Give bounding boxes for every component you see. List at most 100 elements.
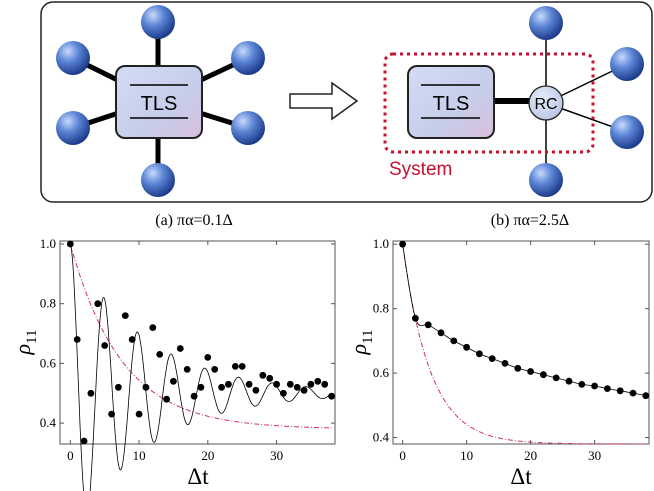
- data-point: [170, 377, 177, 385]
- data-point: [211, 366, 219, 373]
- data-point: [156, 351, 164, 358]
- y-tick-label: 0.8: [373, 301, 389, 316]
- data-point: [629, 389, 637, 397]
- data-point: [225, 380, 232, 388]
- data-point: [488, 355, 496, 362]
- data-point: [66, 240, 74, 248]
- data-point: [604, 385, 611, 392]
- plot-title: (a) πα=0.1Δ: [155, 212, 233, 229]
- data-point: [73, 336, 81, 343]
- x-axis-label: Δt: [187, 464, 209, 489]
- y-tick-label: 0.8: [40, 296, 56, 311]
- data-point: [197, 383, 205, 391]
- data-point: [87, 389, 95, 397]
- data-point: [231, 363, 239, 370]
- bath-mode-sphere: [529, 163, 563, 197]
- bath-mode-sphere: [231, 41, 265, 75]
- plot-a: (a) πα=0.1Δ 0 10 20 30 0.4 0.6 0.8 1.0 Δt ρ11: [10, 212, 336, 491]
- data-point: [149, 324, 157, 331]
- x-tick-label: 0: [399, 448, 406, 463]
- data-point: [314, 377, 322, 385]
- data-point: [476, 350, 483, 358]
- data-point: [293, 383, 301, 391]
- approx-dynamics-curve: [402, 244, 646, 445]
- data-point: [128, 336, 136, 343]
- data-point: [135, 410, 143, 418]
- data-point: [238, 363, 246, 370]
- y-tick-label: 1.0: [40, 236, 56, 251]
- data-point: [280, 389, 287, 397]
- bath-mode-sphere: [56, 41, 90, 75]
- data-point: [115, 383, 122, 391]
- axis-ticks: 0 10 20 30 0.4 0.6 0.8 1.0: [40, 236, 335, 463]
- data-point: [259, 371, 267, 379]
- data-point: [552, 374, 560, 382]
- y-axis-label: ρ11: [346, 329, 376, 355]
- data-point: [121, 312, 129, 319]
- data-point: [328, 392, 335, 400]
- data-point: [245, 380, 253, 388]
- y-axis-label-subscript: 11: [24, 329, 40, 343]
- x-axis-label: Δt: [510, 464, 532, 489]
- data-point: [591, 382, 598, 390]
- data-point: [218, 383, 226, 391]
- data-point: [463, 343, 470, 351]
- tls-box-right: [407, 65, 495, 139]
- reaction-coordinate-node: [528, 85, 564, 121]
- data-point: [540, 371, 547, 379]
- data-point: [307, 380, 315, 388]
- data-point: [527, 368, 534, 375]
- data-point: [437, 329, 445, 337]
- data-point: [286, 380, 294, 388]
- data-point: [300, 386, 308, 394]
- bath-mode-sphere: [141, 5, 175, 39]
- tls-box-left: [115, 65, 203, 139]
- bath-mode-sphere: [610, 115, 644, 149]
- data-point: [616, 387, 624, 395]
- data-series: [66, 240, 335, 491]
- data-point: [163, 395, 171, 403]
- data-point: [142, 383, 150, 391]
- bath-mode-sphere: [141, 163, 175, 197]
- data-point: [252, 386, 260, 394]
- data-point: [108, 410, 115, 418]
- x-tick-label: 20: [201, 448, 214, 463]
- x-tick-label: 10: [460, 448, 473, 463]
- tls-label-right: TLS: [433, 93, 470, 115]
- system-boundary: [383, 52, 595, 154]
- approx-dynamics-curve: [69, 243, 332, 429]
- x-tick-label: 10: [133, 448, 146, 463]
- plot-title: (b) πα=2.5Δ: [491, 212, 569, 229]
- data-point: [514, 364, 522, 372]
- data-point: [94, 300, 102, 308]
- data-point: [273, 380, 280, 388]
- data-point: [101, 342, 109, 349]
- y-axis-label: ρ11: [10, 329, 40, 355]
- y-axis-label-symbol: ρ: [10, 344, 35, 356]
- data-point: [565, 377, 573, 385]
- data-point: [183, 366, 191, 373]
- bath-mode-sphere: [529, 6, 563, 40]
- data-point: [190, 392, 198, 400]
- rc-label: RC: [534, 96, 557, 113]
- data-point: [176, 345, 184, 352]
- data-point: [204, 354, 212, 361]
- y-tick-label: 0.4: [373, 430, 390, 445]
- data-point: [501, 360, 509, 367]
- data-point: [80, 437, 88, 445]
- transform-arrow: [289, 81, 359, 121]
- plot-frame: [59, 240, 336, 445]
- y-tick-label: 0.6: [373, 365, 390, 380]
- data-point: [399, 240, 406, 248]
- bath-mode-sphere: [610, 47, 644, 81]
- data-point: [578, 381, 586, 388]
- data-point: [412, 314, 419, 322]
- bath-mode-sphere: [56, 111, 90, 145]
- y-axis-label-subscript: 11: [360, 329, 376, 343]
- exact-dynamics-curve: [402, 244, 646, 397]
- data-point: [266, 374, 274, 382]
- bath-mode-sphere: [231, 111, 265, 145]
- bath-modes-left: [56, 5, 265, 197]
- y-tick-label: 1.0: [373, 236, 389, 251]
